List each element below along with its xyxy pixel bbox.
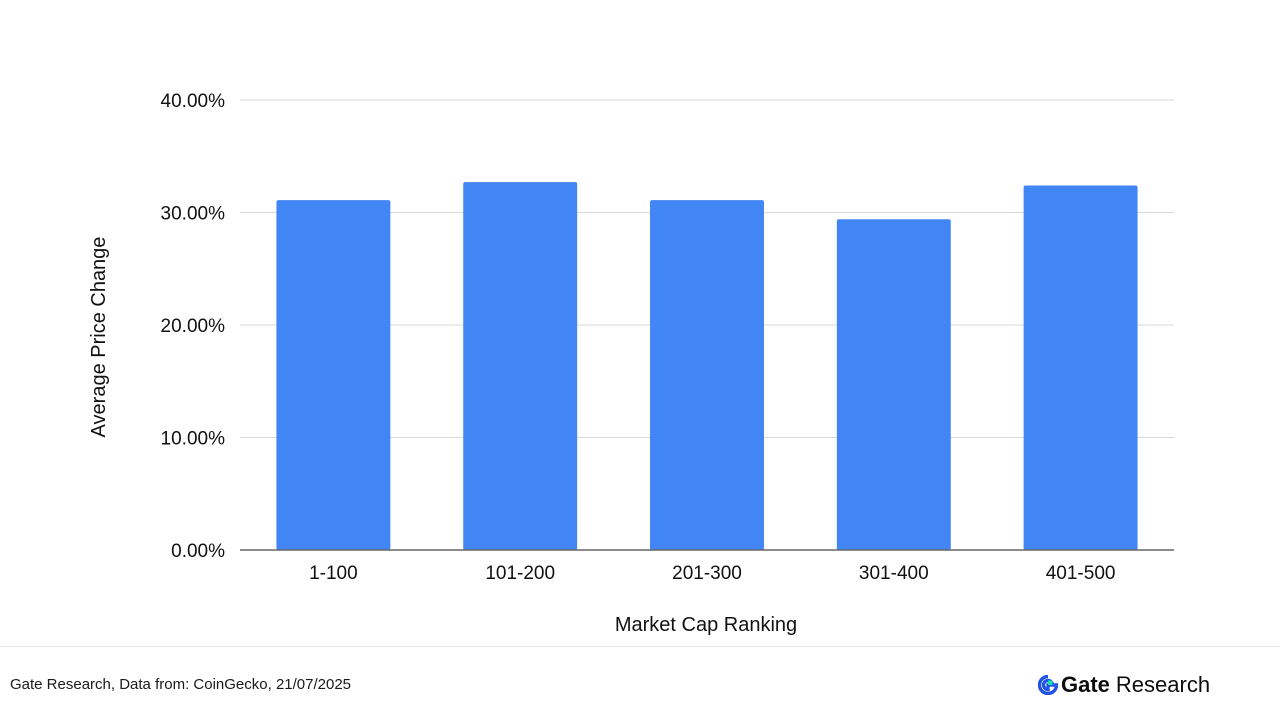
- x-tick-label: 101-200: [485, 563, 555, 584]
- brand-subtitle: Research: [1115, 672, 1211, 697]
- brand-name: Gate: [1061, 672, 1110, 697]
- bar-chart: 0.00% 10.00% 20.00% 30.00% 40.00% 1-100 101-2…: [88, 91, 1174, 636]
- bar-101-200: [463, 182, 578, 550]
- bars: [276, 182, 1138, 550]
- x-tick-label: 301-400: [859, 563, 929, 584]
- y-tick-labels: 0.00% 10.00% 20.00% 30.00% 40.00%: [161, 91, 226, 562]
- bar-401-500: [1023, 185, 1138, 550]
- y-tick-label: 0.00%: [171, 541, 225, 562]
- y-tick-label: 20.00%: [161, 316, 226, 337]
- bar-201-300: [650, 200, 764, 550]
- bar-301-400: [836, 219, 951, 550]
- x-tick-label: 401-500: [1046, 563, 1116, 584]
- y-tick-label: 40.00%: [161, 91, 226, 112]
- x-axis-title: Market Cap Ranking: [615, 614, 797, 636]
- x-tick-label: 1-100: [309, 563, 358, 584]
- gate-logo-icon: [1038, 675, 1058, 695]
- data-source-note: Gate Research, Data from: CoinGecko, 21/…: [10, 676, 352, 693]
- y-tick-label: 10.00%: [161, 429, 226, 450]
- x-tick-label: 201-300: [672, 563, 742, 584]
- brand-logo: Gate Research: [1038, 670, 1210, 700]
- y-axis-title: Average Price Change: [88, 237, 110, 438]
- x-tick-labels: 1-100 101-200 201-300 301-400 401-500: [309, 563, 1115, 584]
- footer-divider: [0, 646, 1280, 647]
- y-tick-label: 30.00%: [161, 204, 226, 225]
- bar-1-100: [276, 200, 391, 550]
